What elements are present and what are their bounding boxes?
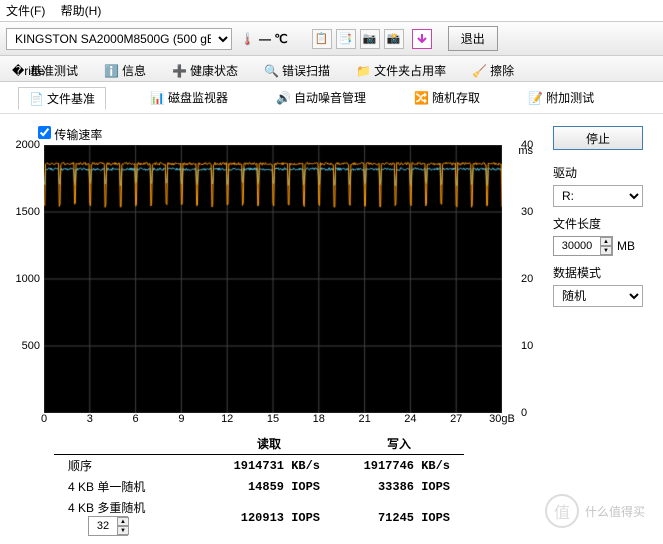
transfer-rate-checkbox[interactable]: 传输速率 xyxy=(38,128,102,142)
filelen-unit: MB xyxy=(617,239,635,253)
health-icon: ➕ xyxy=(172,64,186,78)
benchmark-chart xyxy=(44,145,502,413)
filelen-label: 文件长度 xyxy=(553,215,653,232)
tab-health[interactable]: ➕健康状态 xyxy=(168,60,242,81)
tab-erase[interactable]: 🧹擦除 xyxy=(468,60,518,81)
tab-aam[interactable]: 🔊自动噪音管理 xyxy=(272,86,370,109)
tab-extra[interactable]: 📝附加测试 xyxy=(524,86,598,109)
tab-diskmon[interactable]: 📊磁盘监视器 xyxy=(146,86,232,109)
filelen-input[interactable]: ▲▼ xyxy=(553,236,613,256)
tab-random[interactable]: 🔀随机存取 xyxy=(410,86,484,109)
menu-help[interactable]: 帮助(H) xyxy=(61,4,102,18)
temperature-display: 🌡️ — ℃ xyxy=(240,32,288,46)
screenshot-icon[interactable]: 📷 xyxy=(360,29,380,49)
thermometer-icon: 🌡️ xyxy=(240,32,255,46)
tab-info[interactable]: ℹ️信息 xyxy=(100,60,150,81)
search-icon: 🔍 xyxy=(264,64,278,78)
queue-depth-input[interactable]: ▲▼ xyxy=(88,516,128,536)
arrow-down-icon[interactable] xyxy=(412,29,432,49)
info-icon: ℹ️ xyxy=(104,64,118,78)
random-icon: 🔀 xyxy=(414,91,428,105)
erase-icon: 🧹 xyxy=(472,64,486,78)
gauge-icon: �ritte xyxy=(12,64,26,78)
results-table: 读取写入 顺序1914731 KB/s1917746 KB/s4 KB 单一随机… xyxy=(54,433,464,538)
device-select[interactable]: KINGSTON SA2000M8500G (500 gB) xyxy=(6,28,232,50)
speaker-icon: 🔊 xyxy=(276,91,290,105)
menu-file[interactable]: 文件(F) xyxy=(6,4,45,18)
monitor-icon: 📊 xyxy=(150,91,164,105)
tab-filebench[interactable]: 📄文件基准 xyxy=(18,87,106,110)
watermark: 值 什么值得买 xyxy=(545,494,645,528)
datamode-select[interactable]: 随机 xyxy=(553,285,643,307)
drive-label: 驱动 xyxy=(553,164,653,181)
tab-errorscan[interactable]: 🔍错误扫描 xyxy=(260,60,334,81)
tab-folderusage[interactable]: 📁文件夹占用率 xyxy=(352,60,450,81)
folder-icon: 📁 xyxy=(356,64,370,78)
stop-button[interactable]: 停止 xyxy=(553,126,643,150)
exit-button[interactable]: 退出 xyxy=(448,26,498,51)
extra-icon: 📝 xyxy=(528,91,542,105)
file-icon: 📄 xyxy=(29,92,43,106)
drive-select[interactable]: R: xyxy=(553,185,643,207)
copy-icon[interactable]: 📋 xyxy=(312,29,332,49)
copy2-icon[interactable]: 📑 xyxy=(336,29,356,49)
tab-benchmark[interactable]: �ritte基准测试 xyxy=(8,60,82,81)
datamode-label: 数据模式 xyxy=(553,264,653,281)
screenshot2-icon[interactable]: 📸 xyxy=(384,29,404,49)
